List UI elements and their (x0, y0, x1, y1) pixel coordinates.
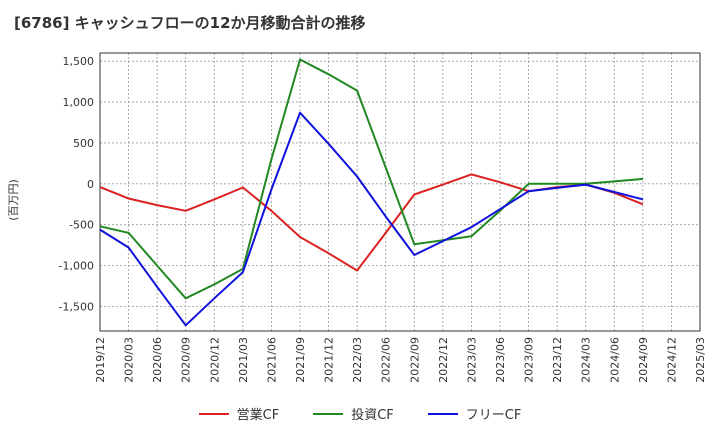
investing-cf-line (99, 58, 643, 300)
x-tick-label: 2024/06 (608, 337, 621, 383)
y-tick-label: 0 (87, 178, 94, 191)
x-tick-label: 2023/09 (523, 337, 536, 383)
x-tick-label: 2023/12 (551, 337, 564, 383)
y-tick-label: 500 (73, 137, 94, 150)
x-tick-label: 2025/03 (694, 337, 707, 383)
x-tick-label: 2023/06 (494, 337, 507, 383)
y-tick-label: -500 (69, 219, 94, 232)
x-tick-label: 2022/12 (437, 337, 450, 383)
legend-label-investing: 投資CF (351, 408, 394, 423)
x-tick-label: 2022/03 (351, 337, 364, 383)
free-cf-line (99, 111, 644, 327)
legend-label-free: フリーCF (465, 408, 522, 423)
x-tick-label: 2021/06 (265, 337, 278, 383)
x-tick-label: 2023/03 (465, 337, 478, 383)
legend-swatch-free (427, 412, 458, 415)
legend-item-free: フリーCF (427, 404, 522, 423)
operating-cf-line (99, 173, 644, 272)
x-tick-label: 2021/09 (294, 337, 307, 383)
legend-item-operating: 営業CF (198, 404, 280, 423)
x-tick-label: 2019/12 (94, 337, 107, 383)
x-tick-label: 2020/09 (180, 337, 193, 383)
chart-title: [6786] キャッシュフローの12か月移動合計の推移 (14, 14, 366, 32)
x-tick-label: 2024/12 (665, 337, 678, 383)
legend: 営業CF 投資CF フリーCF (0, 404, 720, 423)
legend-item-investing: 投資CF (313, 404, 394, 423)
y-tick-label: 1,000 (63, 96, 95, 109)
x-tick-label: 2022/06 (380, 337, 393, 383)
y-axis-label: (百万円) (7, 179, 20, 221)
x-tick-label: 2021/12 (323, 337, 336, 383)
x-tick-label: 2020/06 (151, 337, 164, 383)
y-tick-label: -1,500 (59, 300, 94, 313)
y-tick-label: 1,500 (63, 55, 95, 68)
x-tick-label: 2021/03 (237, 337, 250, 383)
x-tick-label: 2024/03 (580, 337, 593, 383)
y-tick-label: -1,000 (59, 260, 94, 273)
x-tick-label: 2020/03 (123, 337, 136, 383)
x-tick-label: 2020/12 (208, 337, 221, 383)
legend-swatch-operating (198, 412, 229, 415)
x-tick-label: 2022/09 (408, 337, 421, 383)
plot-border (99, 52, 701, 332)
x-tick-label: 2024/09 (637, 337, 650, 383)
legend-label-operating: 営業CF (236, 408, 280, 423)
legend-swatch-investing (313, 412, 344, 415)
